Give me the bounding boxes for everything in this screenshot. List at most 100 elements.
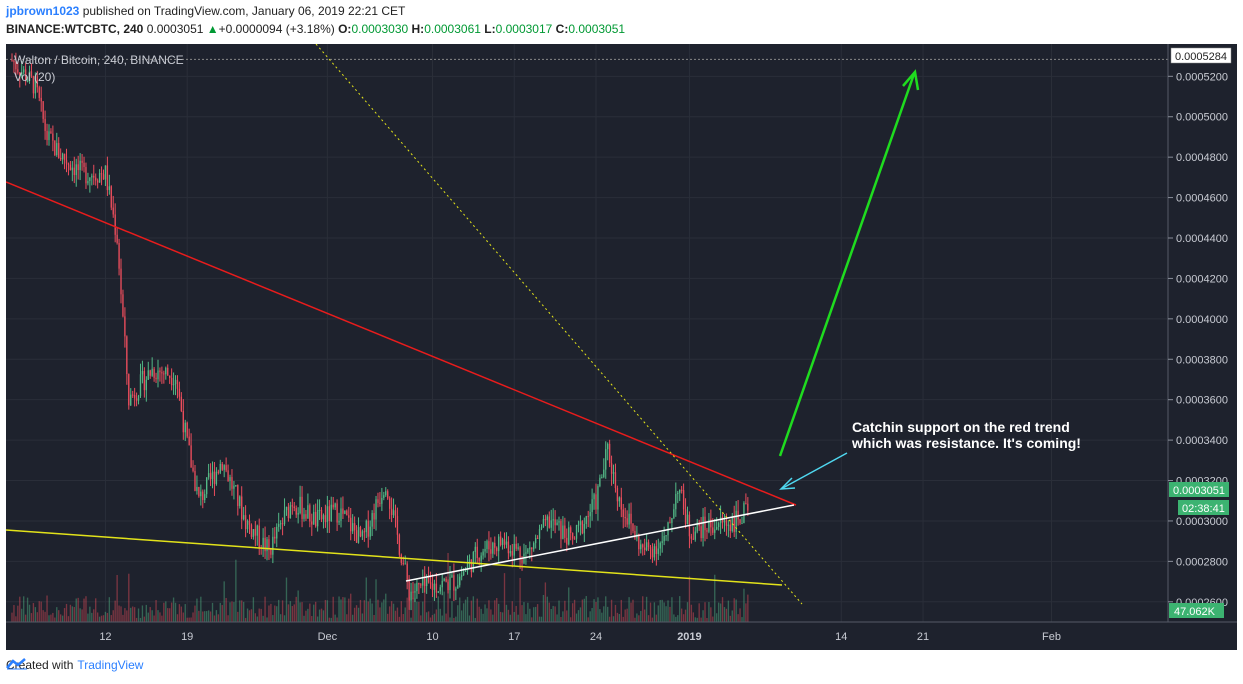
volume-bar [213, 615, 216, 622]
volume-bar [278, 599, 280, 622]
volume-bar [32, 603, 35, 622]
candle-body [620, 497, 622, 510]
volume-bar [342, 597, 344, 622]
candle-body [373, 513, 375, 520]
candle-body [474, 546, 476, 553]
time-tick-label: 17 [508, 631, 520, 643]
volume-bar [698, 603, 700, 622]
volume-bar [614, 604, 617, 622]
volume-bar [546, 596, 549, 622]
candle-body [455, 588, 457, 591]
volume-bar [616, 612, 619, 622]
candle-body [608, 443, 611, 464]
volume-bar [410, 617, 412, 622]
candle-body [449, 577, 451, 591]
candle-body [470, 559, 473, 573]
candle-body [437, 591, 439, 593]
open-label: O: [338, 22, 352, 36]
volume-bar [712, 616, 714, 622]
price-tick-label: 0.0005000 [1176, 112, 1228, 124]
candle-body [546, 516, 549, 521]
candle-body [375, 499, 377, 520]
author-link[interactable]: jpbrown1023 [6, 4, 80, 18]
candle-body [200, 491, 202, 497]
volume-bar [453, 617, 455, 622]
candle-body [165, 367, 167, 375]
candle-body [221, 463, 223, 470]
volume-bar [353, 607, 356, 622]
candle-body [427, 576, 430, 583]
candle-body [196, 487, 198, 491]
volume-bar [515, 605, 517, 622]
chart-area[interactable]: Walton / Bitcoin, 240, BINANCE Vol (20) … [6, 44, 1237, 650]
candle-body [157, 370, 159, 380]
volume-bar [496, 598, 498, 622]
volume-bar [71, 606, 74, 622]
candle-body [184, 422, 186, 433]
volume-bar [274, 605, 276, 622]
volume-bar [17, 605, 19, 622]
candle-body [303, 514, 305, 519]
volume-bar [190, 617, 192, 622]
volume-bar [301, 602, 303, 622]
volume-bar [607, 606, 609, 622]
candle-body [235, 485, 237, 487]
volume-bar [344, 597, 346, 622]
volume-bar [603, 606, 605, 622]
volume-bar [412, 598, 414, 622]
candle-body [702, 516, 704, 539]
candle-body [566, 537, 568, 545]
candle-body [634, 530, 636, 539]
candle-body [607, 443, 609, 450]
volume-bar [338, 596, 340, 622]
volume-bar [209, 611, 212, 622]
volume-bar [336, 617, 338, 622]
volume-bar [657, 605, 659, 622]
chart-canvas[interactable]: Walton / Bitcoin, 240, BINANCE Vol (20) … [6, 44, 1237, 650]
candle-body [673, 509, 675, 519]
volume-bar [468, 615, 471, 622]
candle-body [161, 372, 163, 374]
price-tick-label: 0.0003400 [1176, 435, 1228, 447]
volume-bar [494, 600, 496, 622]
candle-body [704, 516, 706, 531]
candle-body [484, 548, 486, 552]
volume-bar [211, 602, 214, 622]
volume-bar [231, 601, 233, 622]
candle-body [340, 508, 342, 521]
volume-bar [365, 577, 367, 622]
volume-bar [58, 610, 60, 622]
candle-body [320, 509, 323, 520]
volume-bar [229, 602, 231, 622]
candle-body [278, 524, 280, 527]
candle-body [527, 549, 529, 553]
volume-bar [320, 608, 323, 622]
candle-body [272, 536, 274, 555]
price-scale[interactable]: 0.0005200 0.0005000 0.0004800 0.0004600 0.00… [1167, 44, 1237, 622]
volume-bar [42, 610, 44, 622]
volume-bar [375, 579, 377, 622]
candle-body [453, 575, 455, 591]
tradingview-brand-link[interactable]: TradingView [77, 658, 144, 672]
candle-body [381, 497, 383, 504]
change-value: +0.0000094 (+3.18%) [218, 22, 335, 36]
candle-body [190, 445, 192, 468]
volume-bar [533, 607, 535, 622]
volume-bar [279, 614, 282, 622]
time-scale[interactable]: 12 19 Dec 10 17 24 2019 14 21 Feb [6, 621, 1237, 643]
candle-body [182, 410, 184, 433]
candle-body [95, 177, 97, 181]
price-tick-label: 0.0002800 [1176, 556, 1228, 568]
volume-bar [248, 610, 251, 622]
candle-body [217, 471, 220, 473]
volume-bar [497, 603, 500, 622]
volume-bar [474, 617, 476, 622]
candle-body [176, 379, 179, 389]
candle-body [667, 522, 669, 536]
candle-body [58, 143, 60, 159]
candle-body [714, 529, 716, 533]
candle-body [192, 467, 194, 471]
candle-body [743, 503, 745, 524]
candle-body [279, 523, 282, 525]
volume-bar [743, 588, 745, 622]
